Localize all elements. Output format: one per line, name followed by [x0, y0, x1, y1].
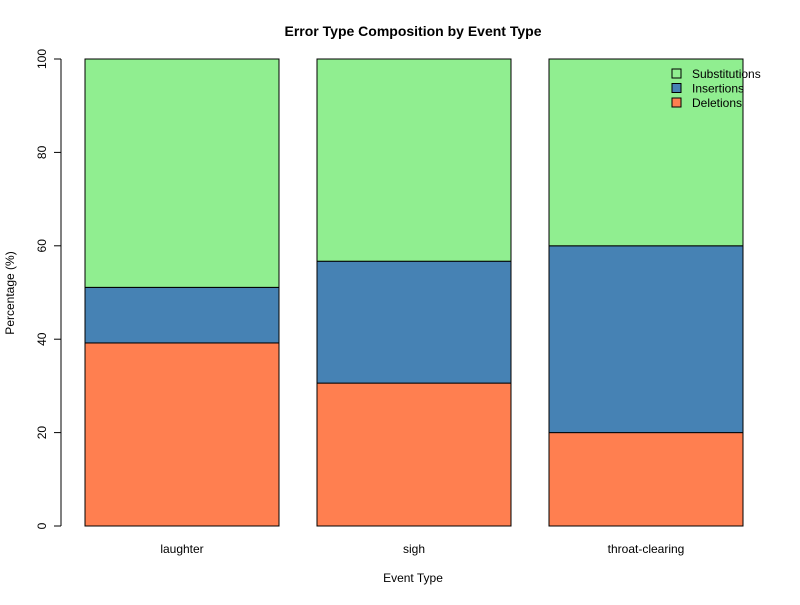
y-tick-label: 60 [35, 239, 49, 253]
x-tick-label: sigh [403, 542, 425, 556]
bar-segment-insertions [84, 286, 280, 344]
bar-stack-throat-clearing [548, 58, 744, 527]
bar-stack-sigh [316, 58, 512, 527]
bar-segment-substitutions [316, 58, 512, 262]
legend-item-substitutions: Substitutions [671, 67, 761, 81]
bars-group [84, 58, 744, 527]
y-axis: 0 20 40 60 80 100 [35, 49, 62, 529]
chart-title: Error Type Composition by Event Type [285, 23, 542, 39]
y-tick-label: 80 [35, 145, 49, 159]
legend-item-insertions: Insertions [671, 82, 744, 96]
legend-swatch [671, 68, 682, 79]
y-tick-label: 0 [35, 522, 49, 529]
legend-label: Insertions [692, 82, 744, 96]
legend-label: Deletions [692, 96, 742, 110]
y-tick-label: 40 [35, 332, 49, 346]
bar-segment-substitutions [548, 58, 744, 247]
legend-label: Substitutions [692, 67, 761, 81]
bar-segment-substitutions [84, 58, 280, 288]
bar-segment-insertions [548, 245, 744, 434]
bar-segment-insertions [316, 260, 512, 384]
legend-swatch [671, 83, 682, 93]
x-tick-labels: laughter sigh throat-clearing [160, 542, 684, 556]
y-tick-label: 20 [35, 426, 49, 440]
bar-segment-deletions [84, 342, 280, 527]
x-tick-label: laughter [160, 542, 203, 556]
legend-item-deletions: Deletions [671, 96, 742, 110]
legend-swatch [671, 97, 682, 108]
y-axis-label: Percentage (%) [3, 251, 17, 334]
x-axis-label: Event Type [383, 571, 443, 585]
bar-stack-laughter [84, 58, 280, 527]
bar-segment-deletions [548, 432, 744, 527]
y-tick-label: 100 [35, 49, 49, 69]
x-tick-label: throat-clearing [608, 542, 685, 556]
bar-segment-deletions [316, 382, 512, 527]
